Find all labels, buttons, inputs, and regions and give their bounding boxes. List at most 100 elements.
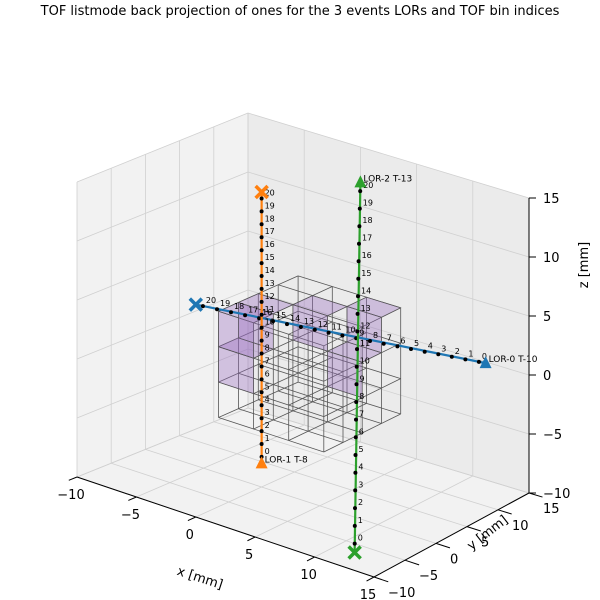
tof-bin-label: 17 [265,227,275,236]
y-tick-label: −10 [388,586,415,600]
tof-bin-point [381,341,386,346]
lor-end-marker [479,356,492,369]
tof-bin-point [200,304,205,309]
tof-bin-point [259,299,264,304]
y-tick-mark [497,509,512,515]
tof-bin-label: 15 [265,253,275,262]
tof-bin-point [259,338,264,343]
tof-bin-label: 7 [387,334,392,343]
tof-bin-point [285,322,289,327]
tof-bin-point [395,344,400,349]
tof-bin-label: 0 [265,447,270,456]
tof-bin-point [259,248,264,253]
voxel-edge [238,372,344,408]
tof-bin-point [357,224,362,229]
tof-bin-label: 4 [358,463,363,472]
left-wall-grid-z [76,112,249,183]
lor-end-marker [255,456,268,469]
tof-bin-label: 2 [358,498,363,507]
tof-bin-point [355,347,359,352]
tof-bin-label: 15 [276,311,286,320]
voxel-filled-front [218,310,254,359]
tof-bin-label: 10 [265,318,275,327]
tof-bin-label: 3 [358,480,363,489]
lor-label: LOR-2 T-13 [363,174,412,184]
tof-bin-label: 12 [265,292,275,301]
tof-bin-point [259,403,264,408]
back-wall-grid-z [247,112,530,199]
tof-bin-point [422,349,427,354]
y-tick-label: 10 [512,519,529,534]
tof-bin-label: 18 [362,216,372,225]
tof-bin-label: 17 [248,305,258,314]
voxel-edge [238,408,344,443]
tof-bin-point [449,354,454,359]
tof-bin-point [259,222,264,227]
voxel-edge [218,417,324,453]
floor-grid-x [255,458,417,538]
tof-bin-point [352,523,357,528]
tof-bin-label: 13 [265,279,275,288]
axis-lines [76,198,530,578]
tof-bin-label: 19 [363,199,373,208]
tof-bin-label: 8 [373,331,378,340]
tof-bin-label: 14 [265,266,275,275]
tof-bin-point [259,274,264,278]
tof-bin-label: 8 [359,392,364,401]
y-tick-mark [466,526,481,532]
tof-bin-point [298,325,303,329]
tof-bin-point [354,417,358,422]
tof-bin-point [259,442,264,446]
tof-bin-label: 18 [234,302,244,311]
voxel-filled-front [327,350,363,399]
tof-bin-point [259,325,264,330]
left-wall-pane [77,113,248,477]
tof-bin-label: 12 [360,322,370,331]
z-tick-label: 15 [543,192,560,207]
lor-lines: 20 19 18 17 16 15 14 13 12 11 10 9 8 7 6 5 4 3 2 1 0 LOR-0 T-… [188,174,538,560]
z-tick-label: −5 [543,428,562,443]
voxel-edge [278,390,382,424]
x-tick-mark [68,476,78,481]
tof-bin-point [354,364,359,369]
tof-bin-point [259,351,264,356]
tof-bin-point [259,286,264,291]
tof-bin-point [463,357,468,362]
x-tick-mark [306,556,315,562]
z-tick-label: 0 [543,369,551,384]
voxel-edge [323,413,401,453]
x-tick-label: 5 [245,548,253,563]
tof-bin-label: 1 [358,516,363,525]
voxel-edge [297,346,401,379]
tof-bin-label: 1 [265,434,270,443]
chart-title: TOF listmode back projection of ones for… [40,4,560,19]
floor-grid-y [247,407,530,494]
tof-bin-point [354,400,359,404]
tof-bin-point [368,339,372,343]
tof-bin-label: 5 [359,445,364,454]
back-wall-grid-z [247,348,530,435]
tof-bin-point [353,470,358,475]
floor-grid-x [314,475,473,558]
tof-bin-point [353,435,358,440]
left-wall-grid-z [76,348,249,419]
tof-bin-point [259,390,264,395]
tof-bin-label: 15 [361,269,371,278]
y-tick-label: 0 [450,552,458,567]
tof-bin-label: 16 [362,251,372,260]
voxel-edge [278,355,382,389]
tof-bin-point [271,319,275,324]
y-tick-label: 15 [543,502,560,517]
voxel-edge [297,381,401,415]
tof-bin-label: 4 [428,342,433,351]
tof-bin-point [340,333,345,338]
tof-bin-label: 12 [318,320,328,329]
x-tick-label: 0 [186,528,194,543]
tof-bin-label: 19 [220,299,230,308]
tof-bin-label: 0 [482,352,487,361]
tof-bin-point [215,307,219,312]
y-tick-mark [435,542,451,549]
tof-bin-point [476,359,481,364]
